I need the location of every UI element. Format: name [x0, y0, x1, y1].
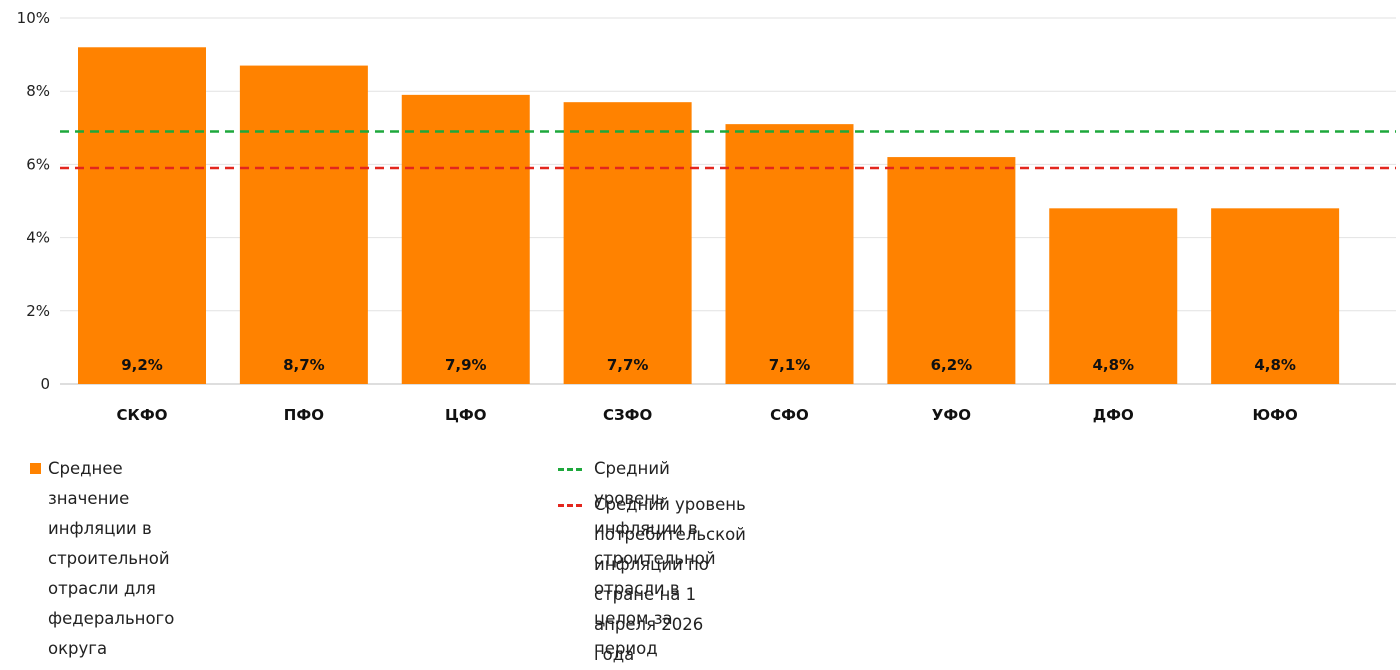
x-tick-label: СКФО — [117, 406, 168, 424]
legend-swatch-green-line — [558, 468, 582, 471]
bar — [239, 65, 368, 384]
bar — [1049, 208, 1178, 384]
data-label: 6,2% — [931, 356, 973, 374]
reference-lines — [60, 130, 1396, 170]
bars — [78, 47, 1340, 385]
data-label: 9,2% — [121, 356, 163, 374]
y-tick-label: 2% — [26, 302, 50, 320]
data-label: 7,7% — [607, 356, 649, 374]
y-axis: 0 2% 4% 6% 8% 10% — [17, 9, 50, 393]
bar — [563, 102, 692, 385]
legend-label-red-line: Средний уровень потребительской инфляции… — [594, 495, 746, 664]
x-tick-label: СЗФО — [603, 406, 652, 424]
y-tick-label: 10% — [17, 9, 50, 27]
data-label: 4,8% — [1092, 356, 1134, 374]
bar — [725, 124, 854, 384]
bar-chart: 0 2% 4% 6% 8% 10% 9,2% 8,7% 7,9% 7,7% 7,1% 6,2% 4,8… — [17, 9, 1396, 424]
data-label: 7,9% — [445, 356, 487, 374]
x-tick-label: СФО — [770, 406, 809, 424]
x-tick-label: ЮФО — [1253, 406, 1298, 424]
legend-label-bars: Среднее значение инфляции в строительной… — [48, 459, 175, 658]
x-tick-label: ЦФО — [445, 406, 487, 424]
x-axis: СКФО ПФО ЦФО СЗФО СФО УФО ДФО ЮФО — [117, 406, 1298, 424]
bar — [401, 94, 530, 385]
x-tick-label: ДФО — [1093, 406, 1134, 424]
y-tick-label: 4% — [26, 229, 50, 247]
data-label: 7,1% — [769, 356, 811, 374]
data-label: 8,7% — [283, 356, 325, 374]
bar — [1211, 208, 1340, 384]
legend-swatch-bars — [30, 463, 41, 474]
legend-swatch-red-line — [558, 504, 582, 507]
bar — [887, 157, 1016, 384]
legend-item-red-line: Средний уровень потребительской инфляции… — [558, 490, 746, 670]
y-tick-label: 8% — [26, 82, 50, 100]
bar — [78, 47, 206, 384]
x-tick-label: ПФО — [284, 406, 324, 424]
data-label: 4,8% — [1254, 356, 1296, 374]
x-tick-label: УФО — [932, 406, 971, 424]
y-tick-label: 0 — [40, 375, 50, 393]
y-tick-label: 6% — [26, 155, 50, 173]
data-labels: 9,2% 8,7% 7,9% 7,7% 7,1% 6,2% 4,8% 4,8% — [121, 356, 1296, 374]
legend-item-bars: Среднее значение инфляции в строительной… — [30, 454, 174, 664]
